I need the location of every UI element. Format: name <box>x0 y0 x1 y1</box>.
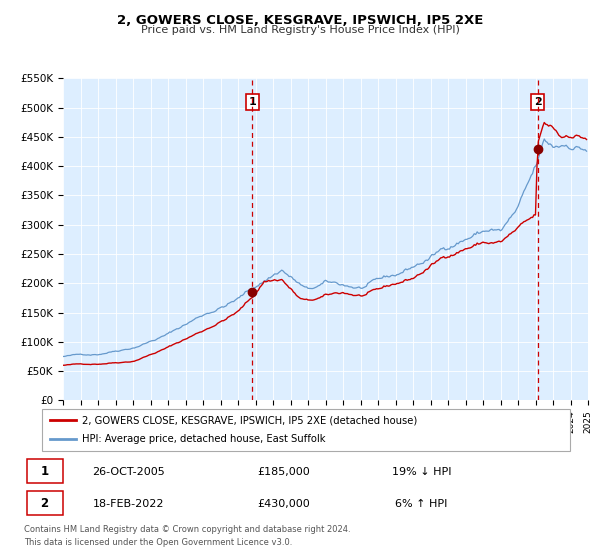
Text: Price paid vs. HM Land Registry's House Price Index (HPI): Price paid vs. HM Land Registry's House … <box>140 25 460 35</box>
Text: 2: 2 <box>40 497 49 510</box>
Text: £430,000: £430,000 <box>257 499 310 509</box>
FancyBboxPatch shape <box>27 459 62 483</box>
Text: Contains HM Land Registry data © Crown copyright and database right 2024.: Contains HM Land Registry data © Crown c… <box>24 525 350 534</box>
Text: This data is licensed under the Open Government Licence v3.0.: This data is licensed under the Open Gov… <box>24 538 292 547</box>
Text: HPI: Average price, detached house, East Suffolk: HPI: Average price, detached house, East… <box>82 435 325 445</box>
Text: 1: 1 <box>40 465 49 478</box>
FancyBboxPatch shape <box>42 409 570 451</box>
Text: 26-OCT-2005: 26-OCT-2005 <box>92 466 165 477</box>
Text: 6% ↑ HPI: 6% ↑ HPI <box>395 499 448 509</box>
Text: 18-FEB-2022: 18-FEB-2022 <box>93 499 164 509</box>
Text: 2, GOWERS CLOSE, KESGRAVE, IPSWICH, IP5 2XE (detached house): 2, GOWERS CLOSE, KESGRAVE, IPSWICH, IP5 … <box>82 415 417 425</box>
Text: 2: 2 <box>534 97 541 107</box>
Text: £185,000: £185,000 <box>257 466 310 477</box>
Text: 1: 1 <box>248 97 256 107</box>
Text: 19% ↓ HPI: 19% ↓ HPI <box>392 466 451 477</box>
FancyBboxPatch shape <box>27 491 62 515</box>
Text: 2, GOWERS CLOSE, KESGRAVE, IPSWICH, IP5 2XE: 2, GOWERS CLOSE, KESGRAVE, IPSWICH, IP5 … <box>117 14 483 27</box>
